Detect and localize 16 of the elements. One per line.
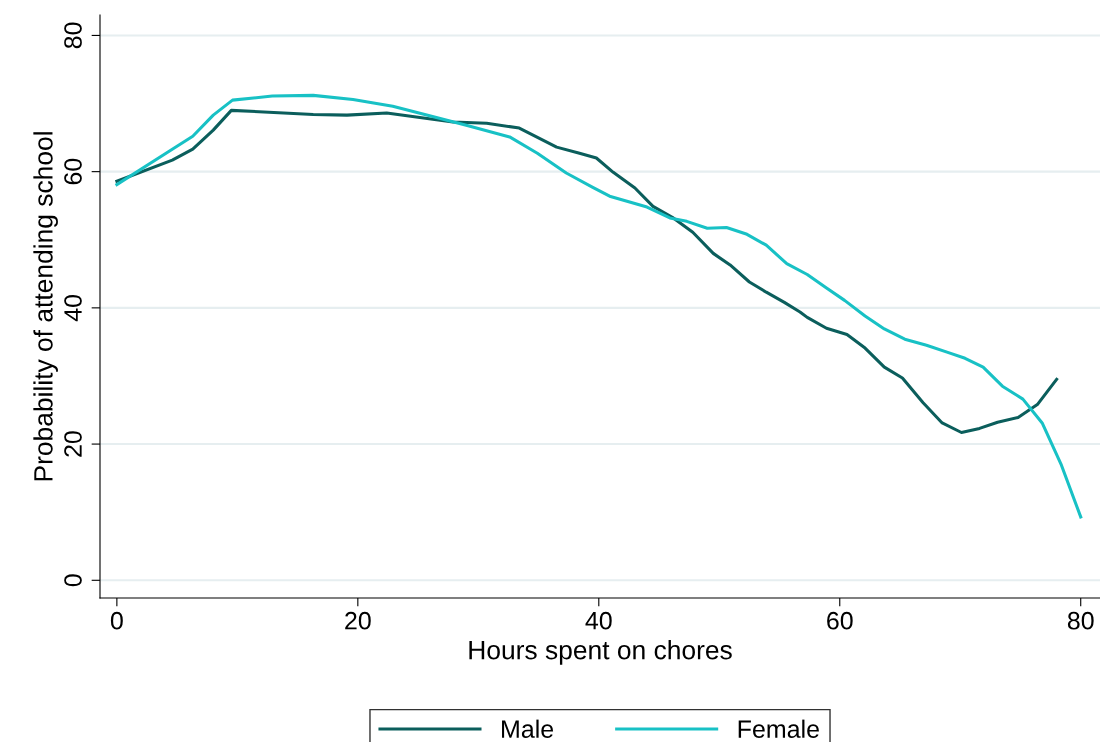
line-series: [115, 108, 1059, 435]
x-tick-label: 80: [1067, 611, 1094, 630]
x-tick-label: 0: [110, 611, 123, 630]
legend-label: Male: [502, 719, 554, 738]
y-tick-label: 60: [64, 158, 82, 185]
x-tick-label: 40: [585, 611, 612, 630]
legend-label: Female: [738, 719, 819, 738]
x-tick-label: 60: [827, 611, 853, 630]
y-tick-label: 40: [64, 294, 82, 322]
x-tick-label: 20: [345, 611, 371, 630]
y-tick-label: 0: [64, 574, 82, 587]
x-axis-title: Hours spent on chores: [469, 640, 732, 665]
y-tick-label: 20: [64, 431, 82, 457]
y-axis-title: Probability of attending school: [33, 132, 58, 481]
y-tick-label: 80: [64, 22, 82, 49]
line-series: [115, 93, 1083, 519]
